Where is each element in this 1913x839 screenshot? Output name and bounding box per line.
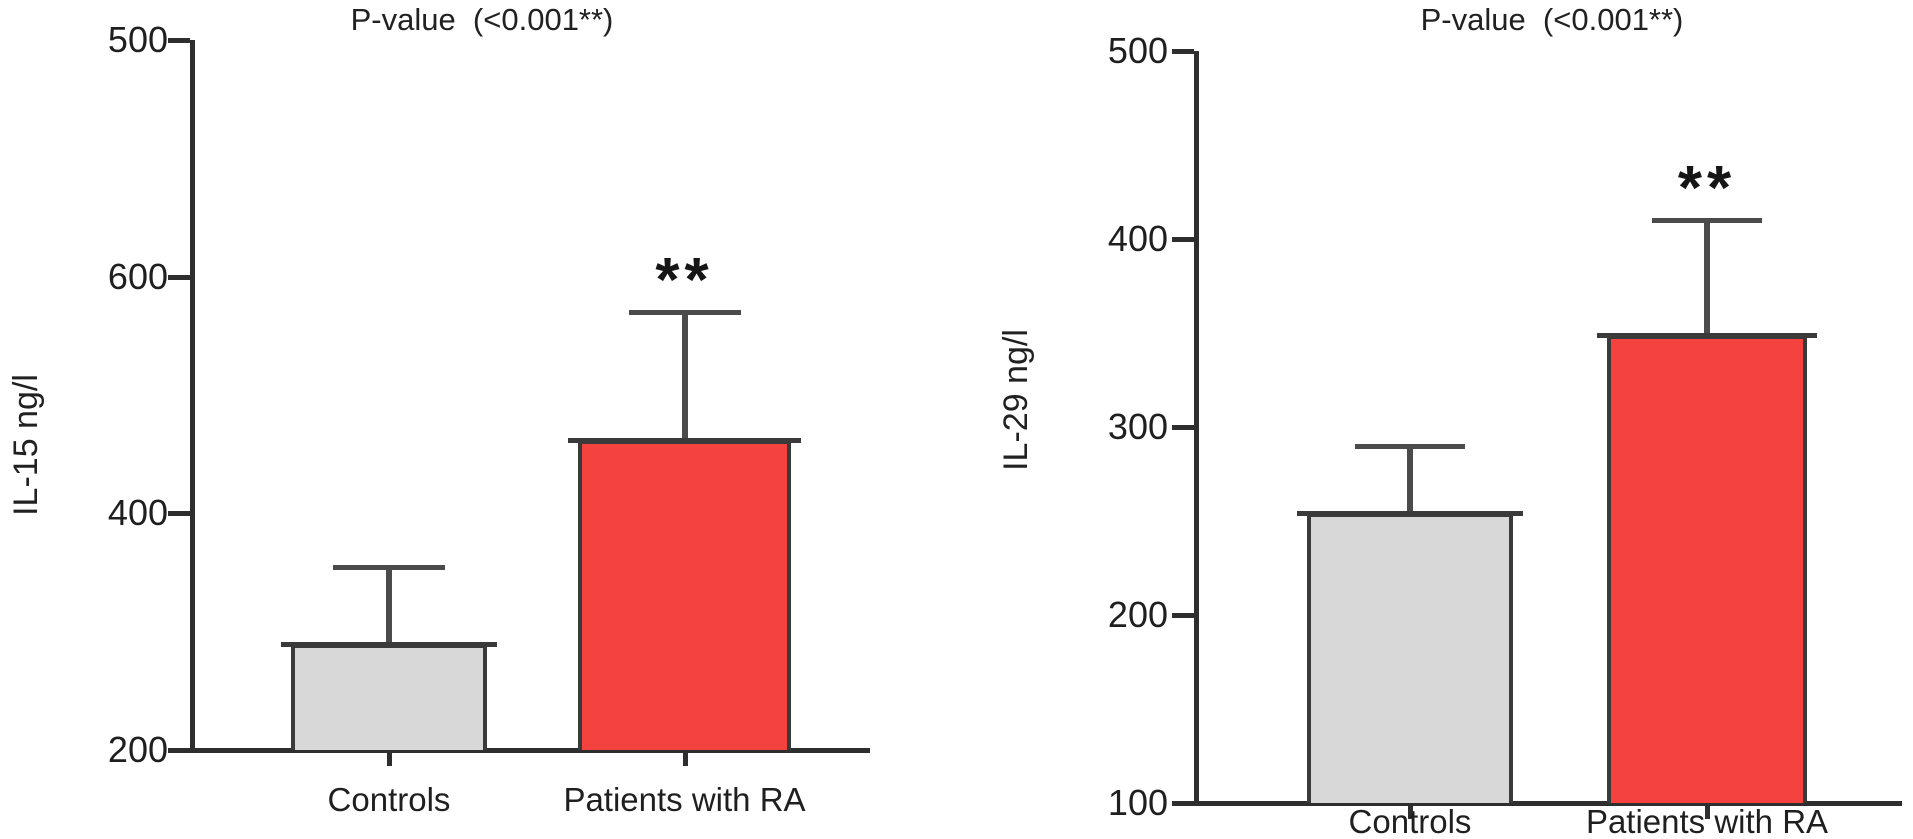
- category-label: Controls: [1348, 803, 1472, 839]
- error-bar-cap: [628, 310, 741, 316]
- significance-asterisks: **: [1677, 154, 1737, 224]
- error-bar-cap: [333, 564, 445, 570]
- y-tick-label: 600: [107, 255, 168, 297]
- bar-top-line: [568, 437, 801, 443]
- category-label: Patients with RA: [1585, 803, 1829, 839]
- y-tick-mark: [1172, 801, 1194, 806]
- chart-title-il15: P-value (<0.001**): [350, 2, 614, 37]
- y-axis-label-il29: IL-29 ng/l: [997, 329, 1035, 471]
- x-tick-mark: [387, 753, 392, 766]
- y-axis-label-il15: IL-15 ng/l: [7, 374, 45, 516]
- bar-controls: [291, 643, 487, 750]
- x-axis-line: [1174, 801, 1902, 806]
- y-tick-mark: [1172, 425, 1194, 430]
- y-tick-mark: [168, 748, 190, 753]
- y-tick-label: 400: [107, 492, 168, 534]
- significance-asterisks: **: [655, 246, 714, 316]
- y-tick-mark: [1172, 237, 1194, 242]
- y-tick-mark: [1172, 613, 1194, 618]
- y-tick-label: 300: [1107, 406, 1168, 447]
- category-label: Patients with RA: [563, 781, 806, 818]
- x-axis-line: [170, 748, 870, 753]
- bar-top-line: [1297, 511, 1523, 517]
- y-tick-label: 200: [107, 729, 168, 770]
- y-tick-label: 500: [1107, 30, 1168, 71]
- bar-patients-with-ra: [578, 439, 791, 750]
- y-tick-label: 200: [1107, 594, 1168, 635]
- error-bar-line: [681, 312, 688, 440]
- chart-title-il29: P-value (<0.001**): [1420, 2, 1684, 37]
- y-tick-label: 500: [107, 19, 168, 60]
- bar-controls: [1307, 513, 1513, 803]
- category-label: Controls: [327, 781, 451, 818]
- error-bar-cap: [1355, 443, 1465, 449]
- y-tick-mark: [168, 38, 190, 43]
- y-tick-mark: [1172, 49, 1194, 54]
- bar-top-line: [281, 641, 497, 647]
- y-tick-mark: [168, 274, 190, 280]
- y-axis-line: [1194, 51, 1199, 805]
- y-axis-line: [190, 40, 195, 752]
- error-bar-line: [386, 566, 392, 644]
- x-tick-mark: [1408, 806, 1413, 819]
- error-bar-cap: [1652, 218, 1762, 224]
- bar-top-line: [1597, 332, 1817, 338]
- y-tick-label: 100: [1107, 782, 1168, 823]
- y-tick-label: 400: [1107, 218, 1168, 259]
- x-tick-mark: [682, 753, 688, 766]
- x-tick-mark: [1705, 806, 1710, 819]
- y-tick-mark: [168, 511, 190, 517]
- error-bar-line: [1407, 445, 1413, 514]
- error-bar-line: [1704, 220, 1710, 335]
- bar-patients-with-ra: [1607, 334, 1807, 803]
